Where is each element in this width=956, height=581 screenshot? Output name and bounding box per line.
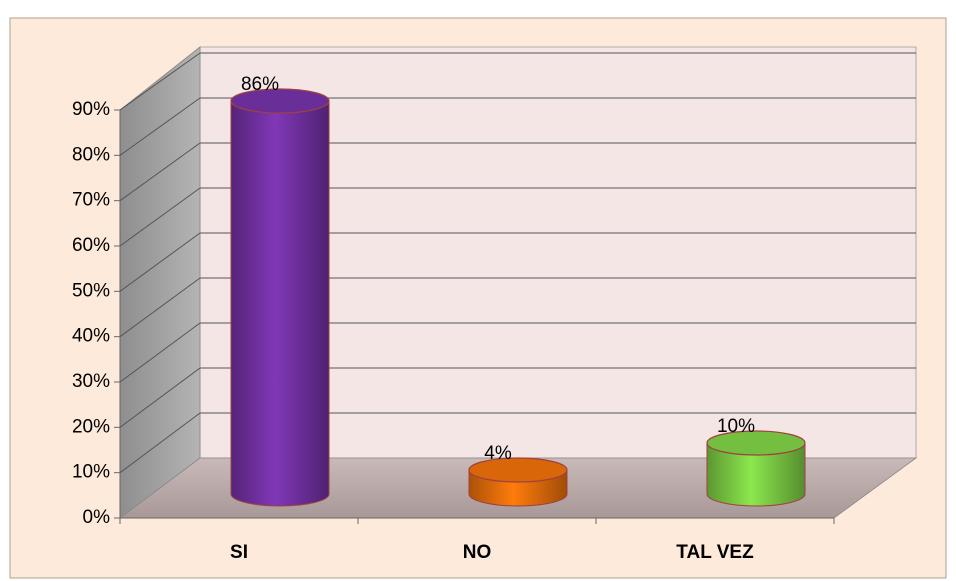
- grid-line: [119, 97, 201, 156]
- grid-line: [119, 277, 201, 338]
- y-tick-label: 30%: [72, 371, 110, 392]
- bar-top: [230, 88, 330, 114]
- y-tick-label: 40%: [72, 326, 110, 347]
- y-tick-label: 60%: [72, 235, 110, 256]
- y-tick-label: 10%: [72, 462, 110, 483]
- value-label: 10%: [717, 416, 755, 437]
- grid-line: [119, 52, 201, 111]
- y-tick-label: 20%: [72, 416, 110, 437]
- y-tick-label: 80%: [72, 144, 110, 165]
- y-tick-label: 90%: [72, 99, 110, 120]
- y-tick-label: 70%: [72, 190, 110, 211]
- grid-line: [119, 232, 201, 292]
- grid-line: [119, 322, 201, 383]
- x-tick-label: TAL VEZ: [676, 542, 754, 563]
- bar-top: [468, 457, 568, 483]
- y-tick-label: 50%: [72, 280, 110, 301]
- value-label: 86%: [241, 74, 279, 95]
- bar: [706, 442, 806, 507]
- grid-line: [119, 367, 201, 428]
- grid-line: [119, 142, 201, 202]
- value-label: 4%: [484, 443, 512, 464]
- bar-top: [706, 430, 806, 456]
- y-tick-label: 0%: [83, 507, 111, 528]
- grid-line: [119, 187, 201, 247]
- bar: [230, 100, 330, 507]
- x-tick-label: NO: [463, 542, 492, 563]
- grid-line: [119, 412, 201, 474]
- x-tick-label: SI: [230, 542, 248, 563]
